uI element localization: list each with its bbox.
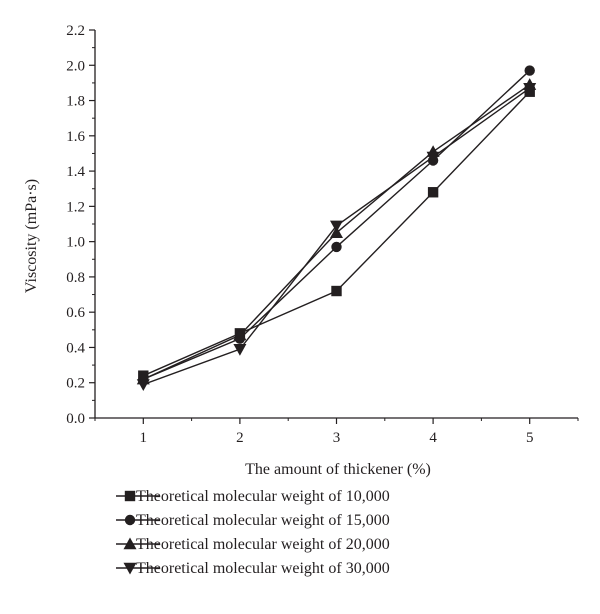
data-point [426,151,440,164]
legend-marker [124,490,136,502]
legend-item-2: Theoretical molecular weight of 15,000 [116,512,390,529]
data-point [331,241,342,253]
legend: Theoretical molecular weight of 10,000 Th… [116,488,390,577]
y-tick-label: 1.0 [66,235,85,251]
data-point [136,379,150,391]
y-tick-label: 0.0 [66,411,85,427]
legend-item-4: Theoretical molecular weight of 30,000 [116,560,390,577]
legend-label: Theoretical molecular weight of 20,000 [136,536,390,553]
legend-marker [123,562,137,575]
data-point [233,344,247,356]
series [136,65,537,391]
legend-label: Theoretical molecular weight of 10,000 [136,488,390,505]
y-tick-label: 0.8 [66,270,85,286]
y-tick-label: 2.2 [66,23,85,39]
legend-label: Theoretical molecular weight of 30,000 [136,560,390,577]
x-tick-label: 5 [526,430,534,446]
y-tick-label: 0.6 [66,305,85,321]
y-tick-label: 1.4 [66,164,85,180]
x-tick-label: 3 [333,430,341,446]
y-axis-title: Viscosity (mPa·s) [23,179,40,293]
legend-label: Theoretical molecular weight of 15,000 [136,512,390,529]
x-axis-title: The amount of thickener (%) [245,461,431,478]
y-tick-label: 0.2 [66,376,85,392]
y-tick-label: 1.8 [66,94,85,110]
x-tick-label: 4 [429,430,437,446]
data-point [523,83,537,95]
data-point [233,328,247,341]
x-tick-label: 1 [140,430,148,446]
y-tick-label: 0.4 [66,340,85,356]
series-4 [136,83,537,391]
ticks: 0.0 0.2 0.4 0.6 0.8 1.0 1.2 1.4 1.6 1.8 2.0 2.2 1 2 3 4… [66,23,579,446]
data-point [524,65,535,76]
legend-item-3: Theoretical molecular weight of 20,000 [116,536,390,553]
legend-item-1: Theoretical molecular weight of 10,000 [116,488,390,505]
data-point [427,187,439,198]
data-point [331,285,342,297]
y-tick-label: 2.0 [66,58,85,74]
legend-marker [124,514,136,526]
y-tick-label: 1.2 [66,199,85,215]
data-point [330,220,343,233]
x-tick-label: 2 [236,430,244,446]
legend-marker [123,537,137,550]
y-tick-label: 1.6 [66,129,85,145]
